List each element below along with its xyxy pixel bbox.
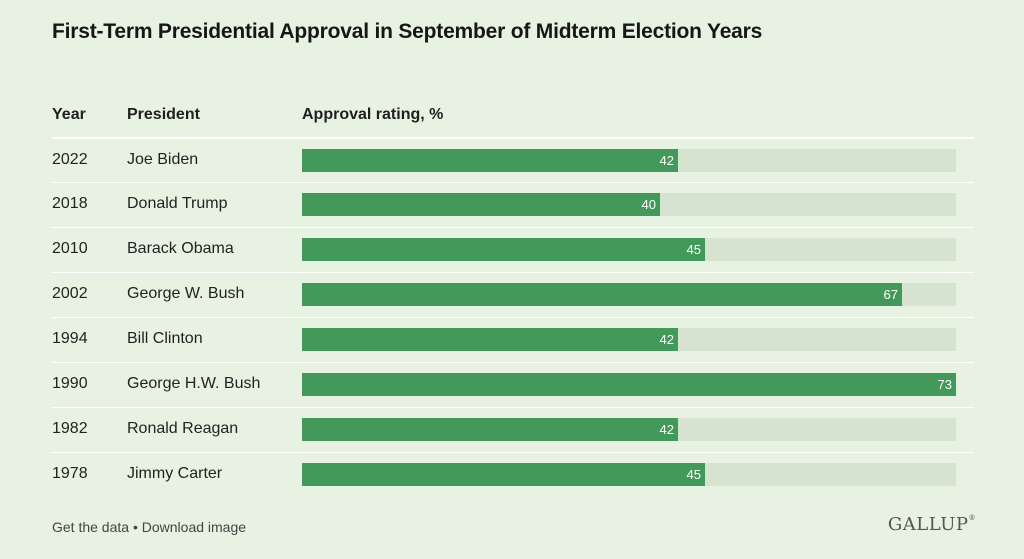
table-row: 2022 Joe Biden 42 bbox=[52, 137, 974, 182]
approval-bar: 40 bbox=[302, 193, 660, 216]
chart-rows: 2022 Joe Biden 42 2018 Donald Trump 40 2010 Bar… bbox=[52, 137, 974, 497]
year-label: 2022 bbox=[52, 151, 88, 168]
year-label: 1982 bbox=[52, 420, 88, 437]
year-label: 2010 bbox=[52, 240, 88, 257]
table-row: 2018 Donald Trump 40 bbox=[52, 182, 974, 227]
bar-track: 42 bbox=[302, 418, 956, 441]
approval-bar: 42 bbox=[302, 149, 678, 172]
bar-value-label: 45 bbox=[686, 467, 701, 482]
year-label: 2002 bbox=[52, 285, 88, 302]
approval-bar: 45 bbox=[302, 238, 705, 261]
table-row: 1990 George H.W. Bush 73 bbox=[52, 362, 974, 407]
table-row: 1982 Ronald Reagan 42 bbox=[52, 407, 974, 452]
footer-links: Get the data • Download image bbox=[52, 519, 246, 535]
bar-track: 42 bbox=[302, 149, 956, 172]
table-row: 1978 Jimmy Carter 45 bbox=[52, 452, 974, 497]
president-label: Joe Biden bbox=[127, 151, 199, 168]
get-data-link[interactable]: Get the data bbox=[52, 519, 130, 535]
bar-value-label: 73 bbox=[937, 377, 952, 392]
president-label: George W. Bush bbox=[127, 285, 245, 302]
approval-bar: 45 bbox=[302, 463, 705, 486]
bar-value-label: 67 bbox=[883, 287, 898, 302]
bar-track: 45 bbox=[302, 238, 956, 261]
president-label: Donald Trump bbox=[127, 195, 228, 212]
gallup-logo-text: GALLUP bbox=[887, 514, 969, 535]
year-label: 2018 bbox=[52, 195, 88, 212]
president-label: George H.W. Bush bbox=[127, 375, 261, 392]
president-label: Bill Clinton bbox=[127, 330, 203, 347]
footer-separator: • bbox=[129, 519, 142, 535]
approval-bar: 67 bbox=[302, 283, 902, 306]
column-header-approval: Approval rating, % bbox=[302, 106, 444, 123]
chart-title: First-Term Presidential Approval in Sept… bbox=[52, 20, 763, 43]
bar-track: 45 bbox=[302, 463, 956, 486]
table-row: 1994 Bill Clinton 42 bbox=[52, 317, 974, 362]
approval-bar: 42 bbox=[302, 328, 678, 351]
column-header-year: Year bbox=[52, 106, 86, 123]
president-label: Jimmy Carter bbox=[127, 465, 223, 482]
bar-track: 73 bbox=[302, 373, 956, 396]
bar-track: 42 bbox=[302, 328, 956, 351]
approval-bar: 42 bbox=[302, 418, 678, 441]
president-label: Ronald Reagan bbox=[127, 420, 239, 437]
bar-value-label: 40 bbox=[641, 197, 656, 212]
bar-track: 40 bbox=[302, 193, 956, 216]
year-label: 1990 bbox=[52, 375, 88, 392]
year-label: 1994 bbox=[52, 330, 88, 347]
gallup-logo: GALLUP® bbox=[887, 514, 976, 535]
table-row: 2010 Barack Obama 45 bbox=[52, 227, 974, 272]
bar-value-label: 42 bbox=[659, 422, 674, 437]
bar-track: 67 bbox=[302, 283, 956, 306]
bar-value-label: 42 bbox=[659, 332, 674, 347]
bar-value-label: 42 bbox=[659, 153, 674, 168]
bar-value-label: 45 bbox=[686, 242, 701, 257]
download-image-link[interactable]: Download image bbox=[141, 519, 247, 535]
column-header-president: President bbox=[127, 106, 200, 123]
approval-bar: 73 bbox=[302, 373, 956, 396]
president-label: Barack Obama bbox=[127, 240, 234, 257]
year-label: 1978 bbox=[52, 465, 88, 482]
table-row: 2002 George W. Bush 67 bbox=[52, 272, 974, 317]
